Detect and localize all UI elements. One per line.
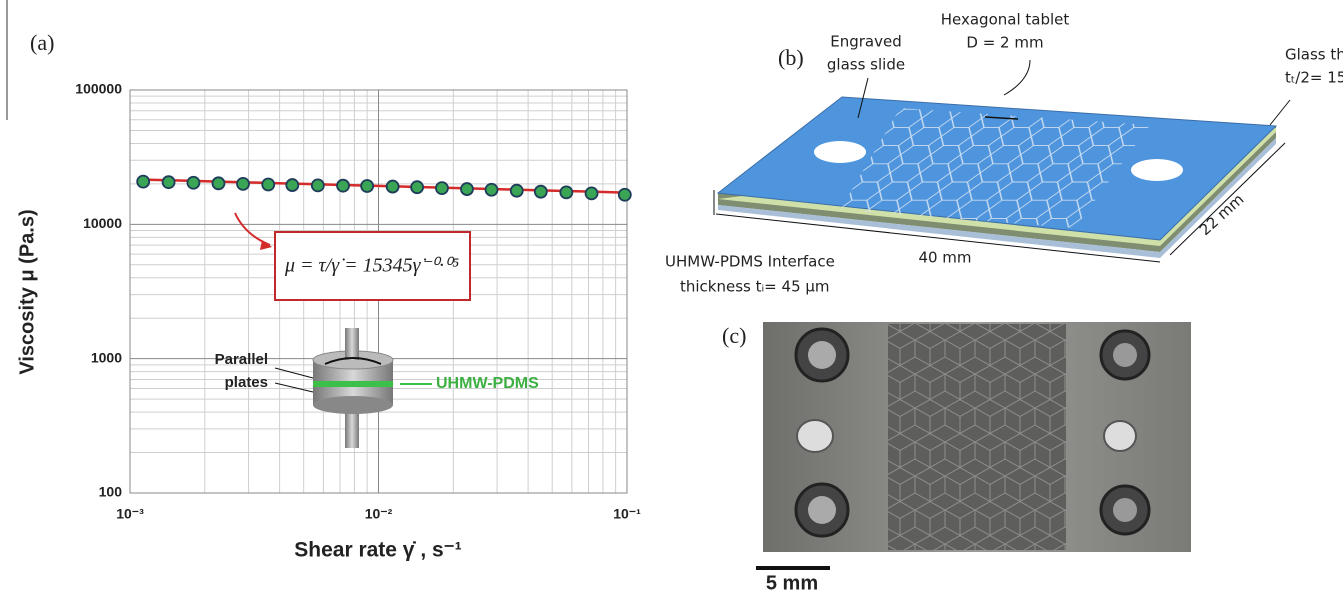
glass-label: Glass thickness — [1285, 46, 1343, 64]
data-point — [486, 184, 498, 196]
x-tick-label: 10⁻² — [365, 506, 393, 522]
pointer — [1004, 60, 1030, 95]
data-point — [361, 180, 373, 192]
data-point — [163, 176, 175, 188]
data-point — [137, 176, 149, 188]
plates-label: Parallel — [215, 351, 268, 368]
panel-label: (b) — [778, 45, 804, 70]
sample-photo — [763, 322, 1191, 552]
x-tick-label: 10⁻³ — [116, 506, 144, 522]
tablet-label: D = 2 mm — [966, 34, 1043, 52]
length-label: 40 mm — [918, 249, 971, 267]
material-label: UHMW-PDMS — [436, 375, 539, 392]
data-point — [511, 185, 523, 197]
panel-label: (a) — [30, 30, 54, 55]
interface-label: UHMW-PDMS Interface — [665, 253, 835, 271]
data-point — [535, 186, 547, 198]
tablet-label: Hexagonal tablet — [941, 11, 1070, 29]
plates-label: plates — [225, 374, 268, 391]
data-point — [237, 178, 249, 190]
engraved-label: glass slide — [827, 56, 905, 74]
engraved-label: Engraved — [830, 33, 902, 51]
scale-bar-label: 5 mm — [766, 572, 818, 594]
data-point — [411, 181, 423, 193]
y-tick-label: 100 — [99, 484, 123, 500]
data-point — [286, 179, 298, 191]
data-point — [187, 177, 199, 189]
interface-label: thickness tᵢ= 45 µm — [680, 278, 830, 296]
x-axis-title: Shear rate γ̇ , s⁻¹ — [294, 539, 462, 562]
y-tick-label: 100000 — [75, 81, 122, 97]
data-point — [586, 187, 598, 199]
data-point — [262, 178, 274, 190]
scale-bar — [756, 566, 830, 570]
data-point — [212, 177, 224, 189]
y-tick-label: 1000 — [91, 349, 122, 365]
x-tick-label: 10⁻¹ — [613, 506, 641, 522]
data-point — [337, 180, 349, 192]
chart-a: 100 1000 10000 100000 10⁻³ 10⁻² 10⁻¹ — [75, 81, 641, 522]
pointer — [1270, 100, 1290, 125]
equation: μ = τ/γ̇ = 15345γ̇⁻⁰·⁰⁵ — [284, 255, 459, 277]
panel-label: (c) — [722, 323, 746, 348]
data-point — [461, 183, 473, 195]
data-point — [560, 186, 572, 198]
y-axis-title: Viscosity μ (Pa.s) — [16, 209, 38, 374]
data-point — [619, 189, 631, 201]
data-point — [312, 179, 324, 191]
data-point — [387, 181, 399, 193]
data-point — [436, 182, 448, 194]
y-tick-label: 10000 — [83, 215, 122, 231]
glass-label: tₜ/2= 150 mm — [1285, 69, 1343, 87]
figure: 100 1000 10000 100000 10⁻³ 10⁻² 10⁻¹ (a) Shear… — [0, 0, 1343, 597]
